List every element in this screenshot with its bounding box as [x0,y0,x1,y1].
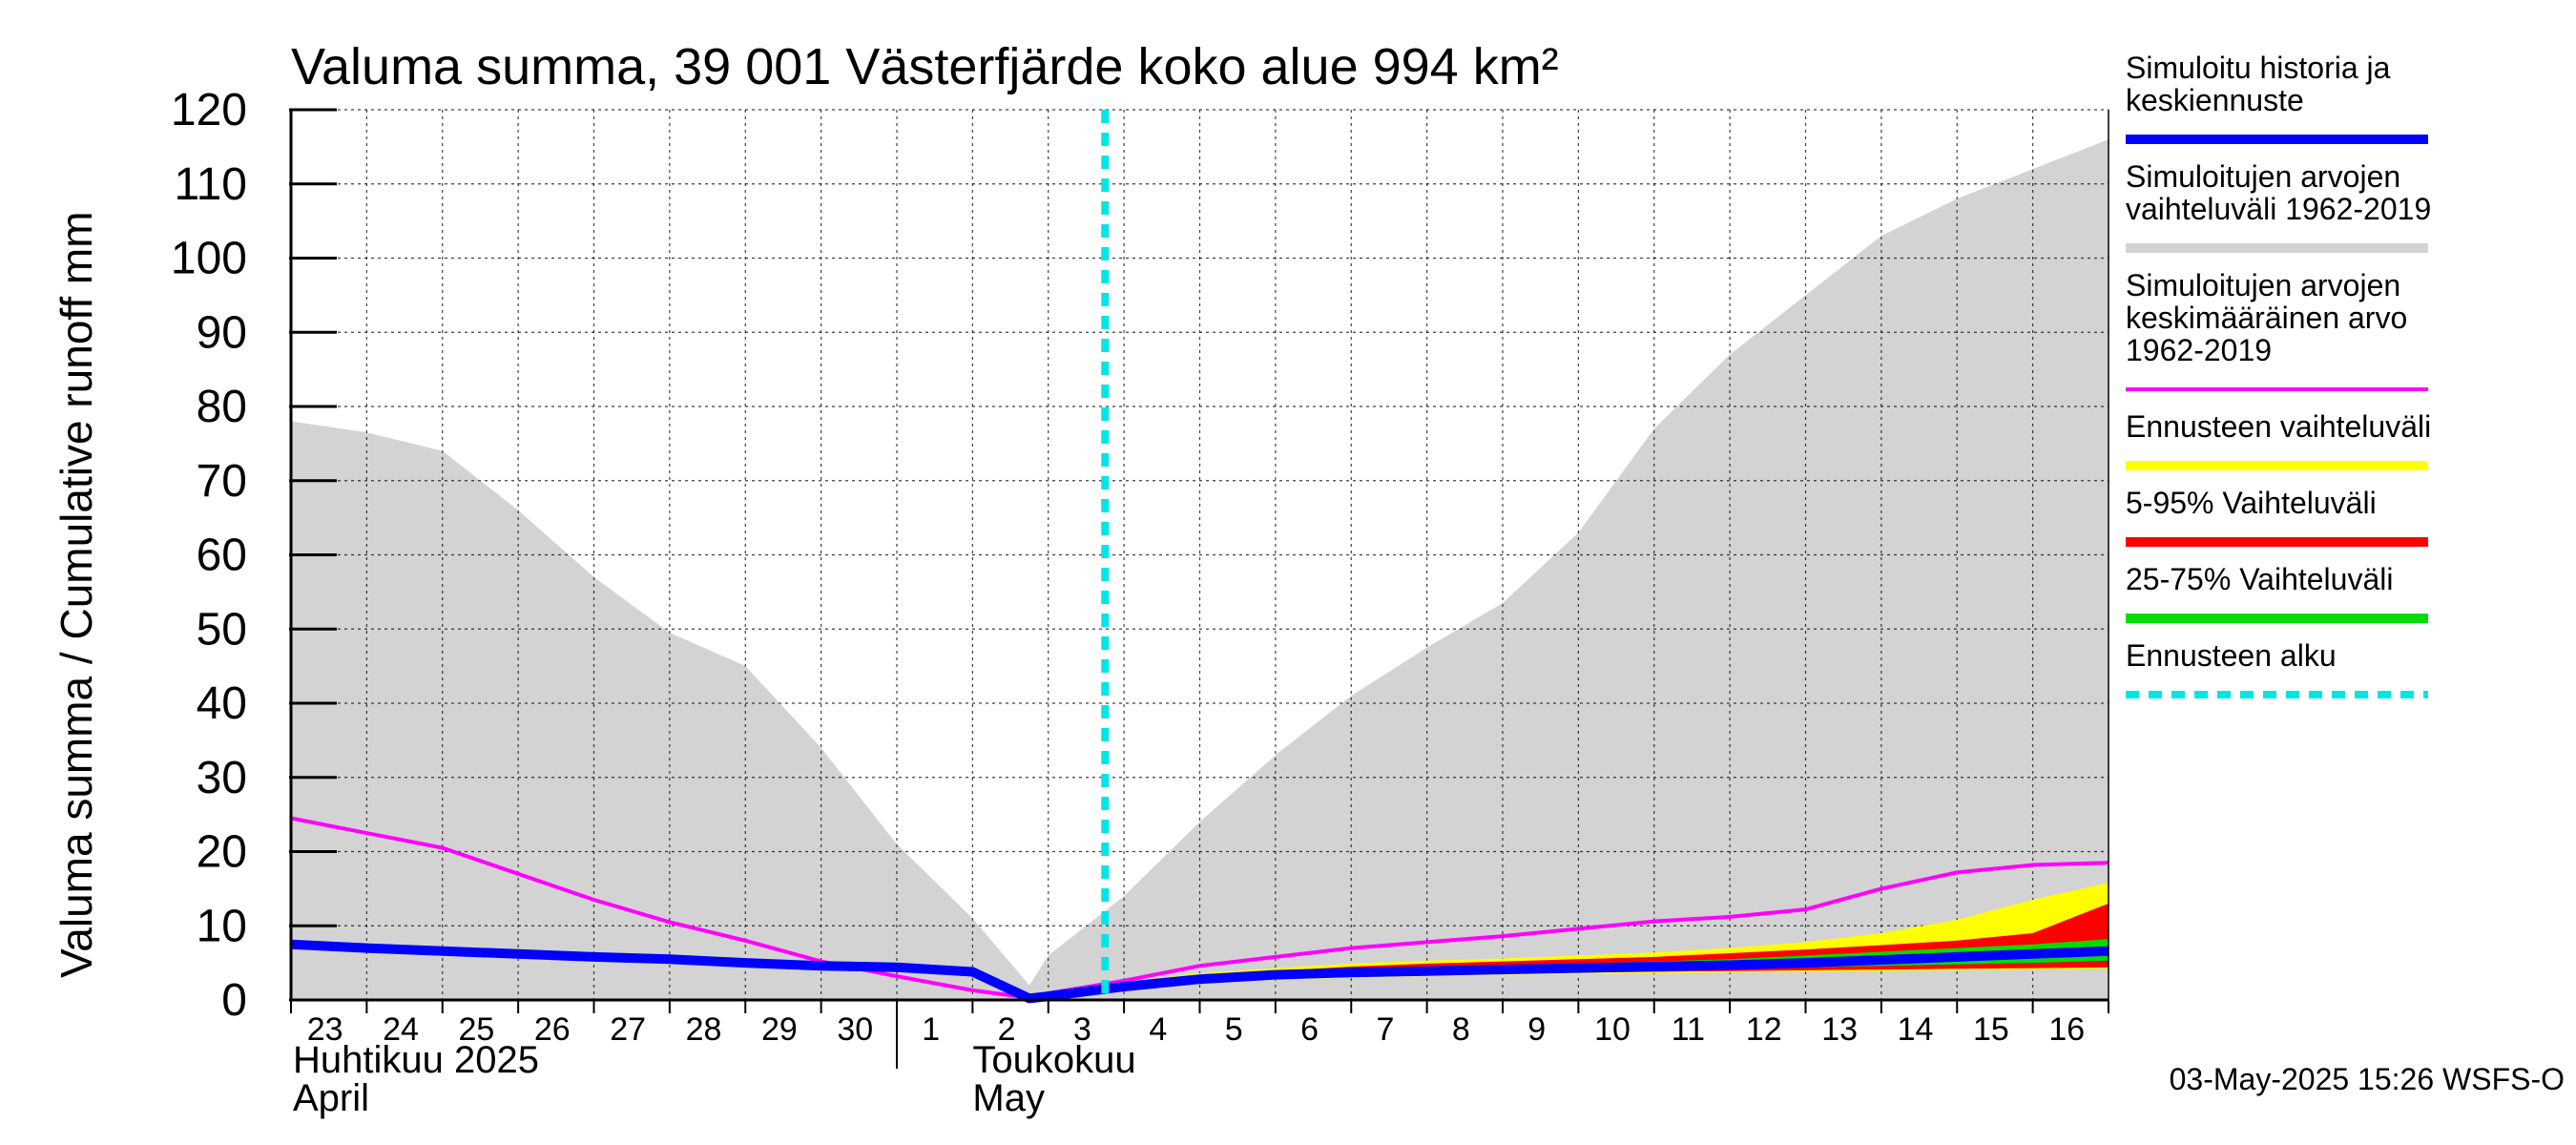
y-tick-label: 0 [221,975,247,1026]
x-tick-label: 5 [1225,1011,1243,1048]
x-tick-label: 26 [534,1011,571,1048]
legend-label: Simuloitujen arvojen [2126,268,2400,302]
month-label-april-fi: Huhtikuu 2025 [293,1039,539,1081]
x-tick-label: 14 [1898,1011,1934,1048]
x-tick-label: 8 [1452,1011,1470,1048]
x-tick-label: 27 [610,1011,646,1048]
historical-range-band [291,139,2109,1001]
mean-line [290,816,2109,1000]
month-label-may-fi: Toukokuu [972,1039,1135,1081]
month-label-april-en: April [293,1077,369,1119]
legend-item-range-25-75: 25-75% Vaihteluväli [2126,562,2428,623]
x-tick-label: 1 [922,1011,940,1048]
y-tick-label: 110 [174,159,247,210]
legend-label: Simuloitujen arvojen [2126,159,2400,194]
legend: Simuloitu historia jakeskiennusteSimuloi… [2126,51,2431,698]
x-tick-label: 23 [307,1011,343,1048]
x-tick-label: 29 [761,1011,798,1048]
legend-label: keskimääräinen arvo [2126,301,2407,335]
y-tick-label: 30 [197,753,247,803]
x-tick-label: 16 [2048,1011,2085,1048]
x-tick-label: 28 [686,1011,722,1048]
x-tick-label: 7 [1376,1011,1394,1048]
x-tick-label: 2 [998,1011,1016,1048]
legend-label: 5-95% Vaihteluväli [2126,486,2377,520]
x-tick-label: 15 [1973,1011,2009,1048]
legend-label: 1962-2019 [2126,333,2272,367]
legend-label: Ennusteen vaihteluväli [2126,409,2431,444]
x-tick-label: 13 [1821,1011,1858,1048]
month-label-may-en: May [972,1077,1045,1119]
y-tick-label: 80 [197,382,247,432]
x-tick-label: 10 [1594,1011,1631,1048]
x-tick-label: 4 [1149,1011,1167,1048]
x-tick-label: 6 [1300,1011,1319,1048]
y-tick-label: 50 [197,604,247,655]
footer-timestamp: 03-May-2025 15:26 WSFS-O [2170,1062,2565,1096]
legend-label: 25-75% Vaihteluväli [2126,562,2393,596]
y-tick-label: 90 [197,307,247,358]
y-tick-label: 70 [197,456,247,507]
x-tick-label: 25 [459,1011,495,1048]
grid [291,109,2109,1001]
legend-item-forecast-start: Ennusteen alku [2126,638,2428,698]
legend-item-range-5-95: 5-95% Vaihteluväli [2126,486,2428,547]
y-tick-label: 120 [171,85,247,135]
y-tick-label: 40 [197,678,247,729]
legend-label: keskiennuste [2126,83,2304,117]
y-tick-label: 20 [197,827,247,878]
legend-label: Ennusteen alku [2126,638,2337,673]
x-tick-label: 3 [1073,1011,1091,1048]
x-tick-label: 24 [383,1011,419,1048]
chart-title: Valuma summa, 39 001 Västerfjärde koko a… [291,38,1559,95]
legend-label: Simuloitu historia ja [2126,51,2391,85]
x-tick-label: 30 [837,1011,873,1048]
legend-label: vaihteluväli 1962-2019 [2126,192,2431,226]
x-tick-label: 11 [1672,1011,1705,1048]
y-tick-label: 100 [171,234,247,284]
legend-item-forecast-range: Ennusteen vaihteluväli [2126,409,2431,470]
y-tick-label: 60 [197,531,247,581]
y-tick-label: 10 [197,901,247,951]
plot-area [290,109,2109,1004]
y-axis-label: Valuma summa / Cumulative runoff mm [52,211,101,978]
x-tick-label: 9 [1527,1011,1546,1048]
simulated-line [290,939,2109,1004]
x-tick-label: 12 [1746,1011,1782,1048]
